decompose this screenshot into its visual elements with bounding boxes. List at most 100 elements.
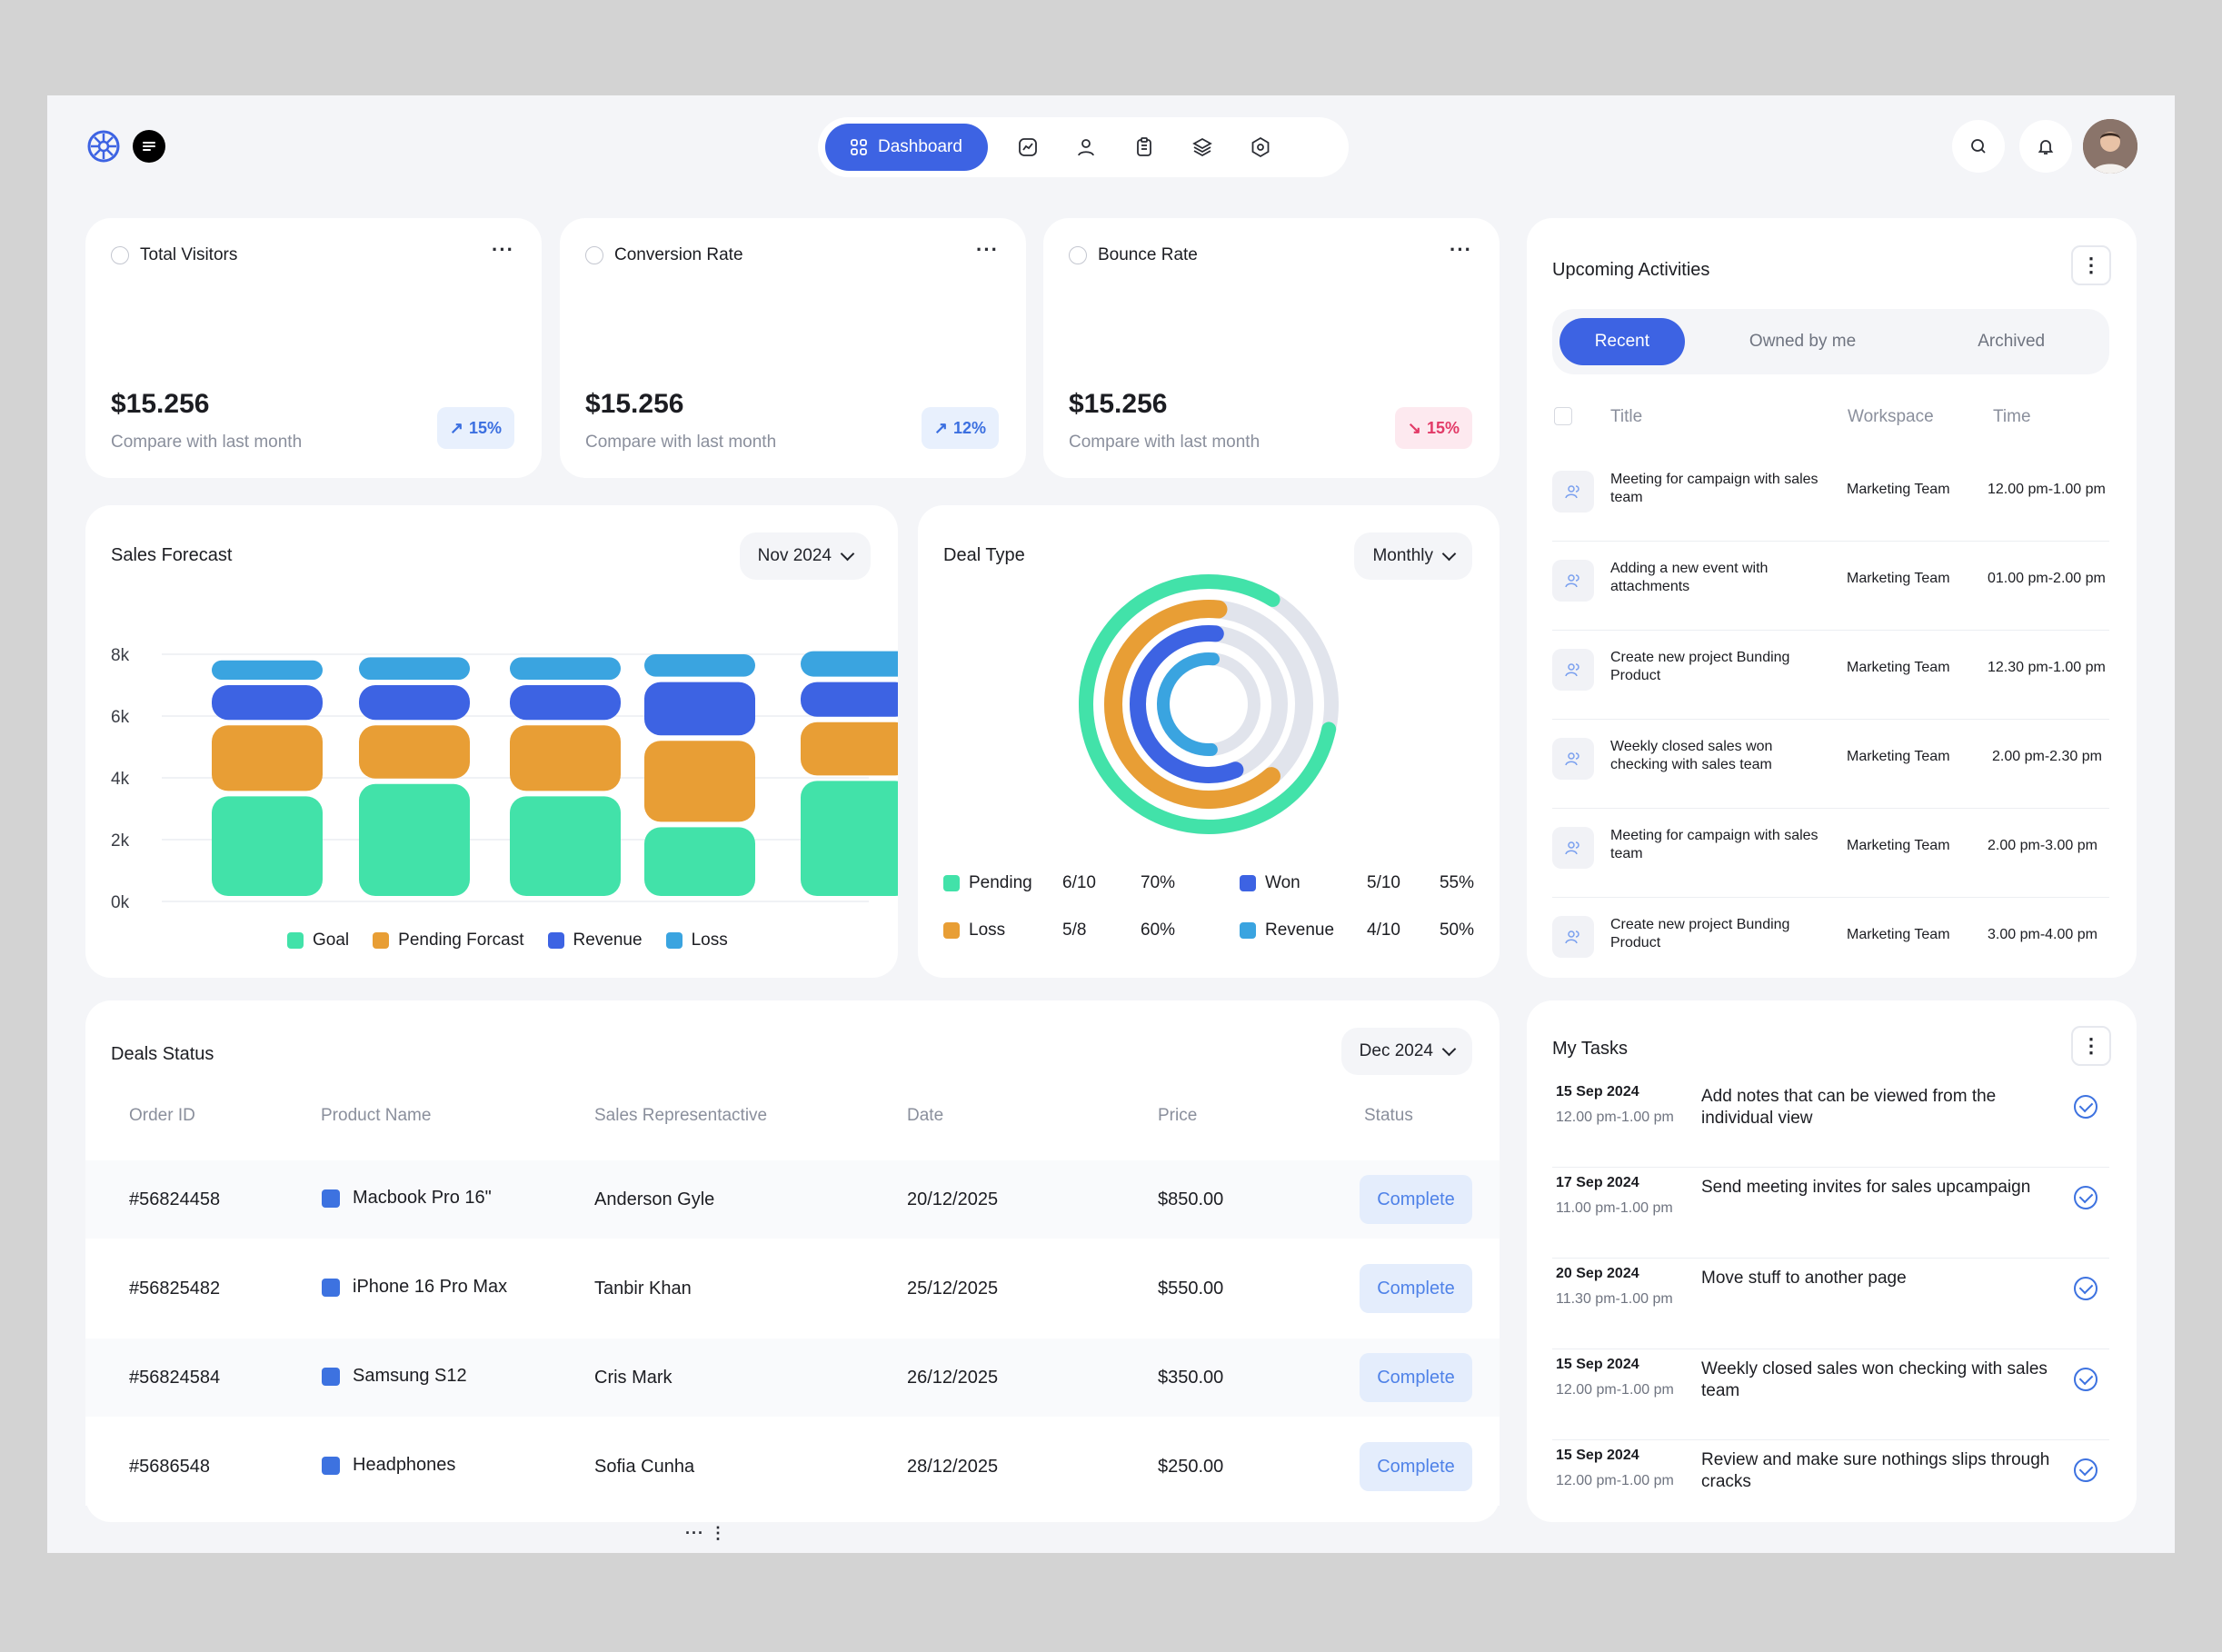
more-options-icon[interactable]: ⋮ (2071, 245, 2111, 285)
bar-segment-goal[interactable] (801, 781, 898, 896)
bar-segment-pending-forcast[interactable] (359, 725, 470, 779)
legend-loss: Loss (665, 930, 728, 950)
bar-segment-revenue[interactable] (801, 682, 898, 717)
task-row[interactable]: 15 Sep 2024 12.00 pm-1.00 pm Add notes t… (1552, 1077, 2109, 1168)
task-date: 15 Sep 2024 (1556, 1084, 1639, 1100)
tab-archived[interactable]: Archived (1978, 332, 2046, 351)
bar-segment-pending-forcast[interactable] (801, 722, 898, 776)
task-row[interactable]: 17 Sep 2024 11.00 pm-1.00 pm Send meetin… (1552, 1168, 2109, 1259)
search-icon[interactable] (1952, 120, 2005, 173)
arrow-down-right-icon: ↘ (1407, 418, 1421, 437)
users-icon[interactable] (1068, 129, 1104, 165)
column-order-id[interactable]: Order ID (129, 1106, 195, 1125)
column-date[interactable]: Date (907, 1106, 944, 1125)
person-icon (1552, 916, 1594, 958)
activity-row[interactable]: Meeting for campaign with sales team Mar… (1552, 453, 2109, 542)
check-circle-icon[interactable] (2074, 1368, 2097, 1391)
task-text: Send meeting invites for sales upcampaig… (1701, 1178, 2031, 1197)
product-cell: iPhone 16 Pro Max (322, 1277, 507, 1298)
bar-segment-loss[interactable] (510, 657, 621, 680)
check-circle-icon[interactable] (2074, 1458, 2097, 1482)
column-sales-rep[interactable]: Sales Representactive (594, 1106, 768, 1125)
column-status[interactable]: Status (1364, 1106, 1413, 1125)
bar-segment-goal[interactable] (359, 783, 470, 896)
status-badge[interactable]: Complete (1360, 1442, 1472, 1491)
menu-icon[interactable] (133, 130, 165, 163)
activity-row[interactable]: Create new project Bunding Product Marke… (1552, 898, 2109, 987)
check-circle-icon[interactable] (2074, 1095, 2097, 1119)
stat-card-bounce-rate: Bounce Rate ··· $15.256 Compare with las… (1043, 218, 1500, 478)
product-name: iPhone 16 Pro Max (353, 1277, 508, 1297)
sales-forecast-card: Sales Forecast Nov 2024 8k 6k 4k 2k 0k Goal … (85, 505, 898, 978)
period-dropdown[interactable]: Nov 2024 (739, 532, 871, 580)
stat-value: $15.256 (585, 389, 684, 419)
layers-icon[interactable] (1184, 129, 1221, 165)
activity-row[interactable]: Adding a new event with attachments Mark… (1552, 542, 2109, 631)
bar-segment-revenue[interactable] (359, 685, 470, 721)
more-options-icon[interactable]: ··· (492, 238, 514, 261)
pagination-more-icon[interactable]: ··· ⋮ (685, 1524, 727, 1542)
task-row[interactable]: 15 Sep 2024 12.00 pm-1.00 pm Weekly clos… (1552, 1349, 2109, 1440)
ring-arc-won[interactable] (1130, 625, 1244, 783)
person-icon (1552, 738, 1594, 780)
table-row[interactable]: #5686548 Headphones Sofia Cunha 28/12/20… (85, 1428, 1500, 1506)
period-dropdown[interactable]: Dec 2024 (1340, 1028, 1472, 1075)
chevron-down-icon (1441, 1041, 1457, 1056)
status-badge[interactable]: Complete (1360, 1353, 1472, 1402)
column-title[interactable]: Title (1610, 407, 1643, 426)
more-options-icon[interactable]: ··· (1450, 238, 1472, 261)
activity-title: Meeting for campaign with sales team (1610, 472, 1818, 505)
bar-segment-goal[interactable] (644, 827, 755, 896)
table-row[interactable]: #56825482 iPhone 16 Pro Max Tanbir Khan … (85, 1249, 1500, 1328)
ring-arc-revenue[interactable] (1157, 652, 1220, 756)
more-options-icon[interactable]: ··· (976, 238, 999, 261)
bar-segment-loss[interactable] (212, 660, 323, 680)
check-circle-icon[interactable] (2074, 1277, 2097, 1300)
period-dropdown[interactable]: Monthly (1354, 532, 1472, 580)
bar-segment-pending-forcast[interactable] (510, 725, 621, 791)
column-price[interactable]: Price (1158, 1106, 1198, 1125)
bar-segment-pending-forcast[interactable] (644, 741, 755, 822)
bar-segment-loss[interactable] (644, 654, 755, 677)
activity-row[interactable]: Create new project Bunding Product Marke… (1552, 631, 2109, 720)
more-options-icon[interactable]: ⋮ (2071, 1026, 2111, 1066)
bar-segment-revenue[interactable] (510, 685, 621, 721)
analytics-icon[interactable] (1010, 129, 1046, 165)
ring-arc-pending[interactable] (1079, 574, 1337, 834)
period-value: Nov 2024 (757, 546, 832, 565)
order-id: #56825482 (129, 1279, 221, 1299)
column-workspace[interactable]: Workspace (1848, 407, 1934, 426)
bar-segment-goal[interactable] (510, 796, 621, 896)
activity-row[interactable]: Meeting for campaign with sales team Mar… (1552, 809, 2109, 898)
clipboard-icon[interactable] (1126, 129, 1162, 165)
task-row[interactable]: 15 Sep 2024 12.00 pm-1.00 pm Review and … (1552, 1440, 2109, 1531)
tab-owned-by-me[interactable]: Owned by me (1749, 332, 1857, 351)
status-badge[interactable]: Complete (1360, 1264, 1472, 1313)
avatar[interactable] (2083, 119, 2137, 174)
bar-segment-goal[interactable] (212, 796, 323, 896)
check-circle-icon[interactable] (2074, 1186, 2097, 1209)
stat-value: $15.256 (1069, 389, 1168, 419)
app-logo-icon[interactable] (87, 130, 120, 163)
status-badge[interactable]: Complete (1360, 1175, 1472, 1224)
bar-segment-loss[interactable] (359, 657, 470, 680)
bar-segment-revenue[interactable] (644, 682, 755, 736)
activity-row[interactable]: Weekly closed sales won checking with sa… (1552, 720, 2109, 809)
select-all-checkbox[interactable] (1554, 407, 1572, 425)
tab-recent[interactable]: Recent (1559, 318, 1685, 365)
stat-caption: Compare with last month (585, 433, 777, 452)
column-time[interactable]: Time (1993, 407, 2031, 426)
legend-revenue: Revenue (547, 930, 643, 950)
bar-segment-pending-forcast[interactable] (212, 725, 323, 791)
ring-arc-loss[interactable] (1104, 600, 1280, 809)
bell-icon[interactable] (2019, 120, 2072, 173)
tab-dashboard[interactable]: Dashboard (825, 124, 988, 171)
bar-segment-loss[interactable] (801, 651, 898, 677)
table-row[interactable]: #56824458 Macbook Pro 16" Anderson Gyle … (85, 1160, 1500, 1239)
column-product-name[interactable]: Product Name (321, 1106, 432, 1125)
table-row[interactable]: #56824584 Samsung S12 Cris Mark 26/12/20… (85, 1339, 1500, 1417)
bar-segment-revenue[interactable] (212, 685, 323, 721)
legend-loss-fraction: 5/8 (1062, 921, 1087, 940)
settings-icon[interactable] (1242, 129, 1279, 165)
task-row[interactable]: 20 Sep 2024 11.30 pm-1.00 pm Move stuff … (1552, 1259, 2109, 1349)
